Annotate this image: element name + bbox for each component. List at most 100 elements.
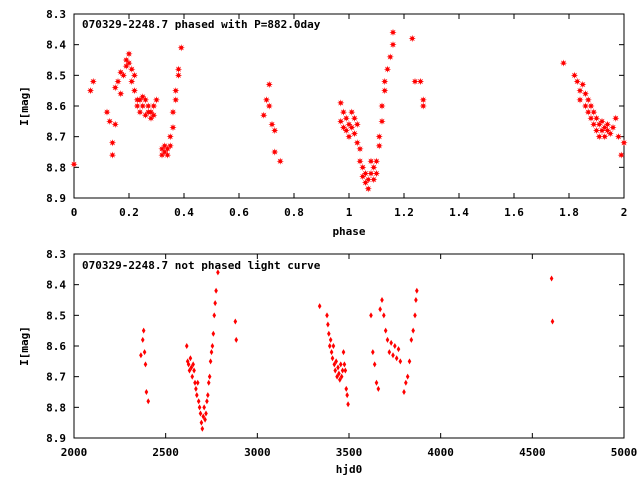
data-point-star xyxy=(174,65,183,73)
y-tick-label: 8.4 xyxy=(46,279,66,292)
data-point-diamond xyxy=(341,349,346,356)
data-point-diamond xyxy=(331,343,336,349)
data-point-diamond xyxy=(332,361,337,368)
data-point-diamond xyxy=(193,379,197,386)
data-point-star xyxy=(108,139,117,147)
data-point-diamond xyxy=(330,355,335,362)
data-point-star xyxy=(581,90,590,98)
data-point-diamond xyxy=(192,367,196,374)
data-point-star xyxy=(117,90,125,98)
data-point-diamond xyxy=(325,312,329,319)
data-point-diamond xyxy=(194,385,198,392)
data-point-star xyxy=(130,71,139,79)
data-point-diamond xyxy=(143,361,148,368)
data-point-star xyxy=(177,44,185,52)
data-point-star xyxy=(262,96,271,104)
data-point-diamond xyxy=(317,303,322,310)
data-point-star xyxy=(353,120,361,128)
x-tick-label: 0.2 xyxy=(119,206,139,219)
y-axis-label: I[mag] xyxy=(18,86,31,126)
data-point-diamond xyxy=(338,361,343,368)
data-point-diamond xyxy=(141,327,146,334)
data-point-diamond xyxy=(393,343,397,349)
chart-title: 070329-2248.7 phased with P=882.0day xyxy=(82,18,321,31)
data-point-star xyxy=(603,120,612,128)
data-point-diamond xyxy=(209,349,214,356)
y-tick-label: 8.7 xyxy=(46,131,66,144)
data-point-diamond xyxy=(327,330,331,337)
y-tick-label: 8.9 xyxy=(46,192,66,205)
data-point-diamond xyxy=(396,346,401,353)
x-tick-label: 2 xyxy=(621,206,628,219)
data-point-diamond xyxy=(184,343,189,349)
data-point-star xyxy=(364,176,372,184)
data-point-star xyxy=(169,123,177,132)
data-point-star xyxy=(411,77,419,86)
data-point-diamond xyxy=(146,398,151,405)
x-tick-label: 0.8 xyxy=(284,206,304,219)
data-point-star xyxy=(576,87,584,95)
data-point-diamond xyxy=(204,410,208,417)
data-point-diamond xyxy=(372,361,377,368)
data-point-star xyxy=(119,71,128,79)
data-point-star xyxy=(271,126,279,135)
x-tick-label: 1.8 xyxy=(559,206,579,219)
data-point-diamond xyxy=(211,330,216,337)
data-point-star xyxy=(133,102,141,110)
data-point-star xyxy=(337,117,345,125)
data-point-diamond xyxy=(415,287,419,294)
data-point-diamond xyxy=(210,343,215,349)
data-point-star xyxy=(570,71,579,79)
data-point-diamond xyxy=(404,379,408,386)
data-point-star xyxy=(152,96,161,104)
data-point-diamond xyxy=(371,349,375,356)
y-axis-label: I[mag] xyxy=(18,326,31,366)
y-tick-label: 8.8 xyxy=(46,401,66,414)
data-point-star xyxy=(372,169,381,178)
data-point-star xyxy=(348,123,356,132)
x-tick-label: 2500 xyxy=(152,446,179,459)
data-point-diamond xyxy=(187,367,192,374)
data-point-diamond xyxy=(334,358,338,365)
data-point-diamond xyxy=(380,297,384,303)
y-tick-label: 8.8 xyxy=(46,161,66,174)
data-point-diamond xyxy=(413,312,417,319)
y-tick-label: 8.5 xyxy=(46,309,66,322)
data-point-star xyxy=(584,96,592,104)
data-point-star xyxy=(353,139,361,147)
data-point-diamond xyxy=(213,300,217,307)
data-point-diamond xyxy=(343,367,348,374)
x-tick-label: 0.4 xyxy=(174,206,194,219)
x-tick-label: 1 xyxy=(346,206,353,219)
data-point-star xyxy=(111,84,119,92)
data-point-diamond xyxy=(376,385,381,392)
data-point-diamond xyxy=(339,373,344,380)
data-point-diamond xyxy=(326,321,330,328)
data-point-star xyxy=(367,157,375,165)
data-point-diamond xyxy=(389,339,393,346)
y-tick-label: 8.9 xyxy=(46,432,66,445)
chart-title: 070329-2248.7 not phased light curve xyxy=(82,259,321,272)
data-point-star xyxy=(579,80,587,89)
data-point-star xyxy=(601,133,609,141)
data-point-star xyxy=(342,114,350,122)
data-point-diamond xyxy=(199,419,204,426)
data-point-star xyxy=(587,114,595,122)
data-point-star xyxy=(620,139,628,147)
data-point-star xyxy=(276,157,284,165)
data-point-star xyxy=(389,41,397,49)
data-point-diamond xyxy=(203,416,207,423)
data-point-star xyxy=(614,133,623,141)
data-point-star xyxy=(350,114,359,122)
data-point-diamond xyxy=(188,355,193,362)
data-point-diamond xyxy=(206,392,210,399)
x-tick-label: 4000 xyxy=(427,446,454,459)
data-point-star xyxy=(576,96,584,104)
data-point-star xyxy=(592,126,601,135)
x-tick-label: 3000 xyxy=(244,446,271,459)
data-point-star xyxy=(559,59,568,67)
data-point-diamond xyxy=(195,392,199,399)
data-point-star xyxy=(339,108,348,116)
data-point-diamond xyxy=(329,349,334,356)
